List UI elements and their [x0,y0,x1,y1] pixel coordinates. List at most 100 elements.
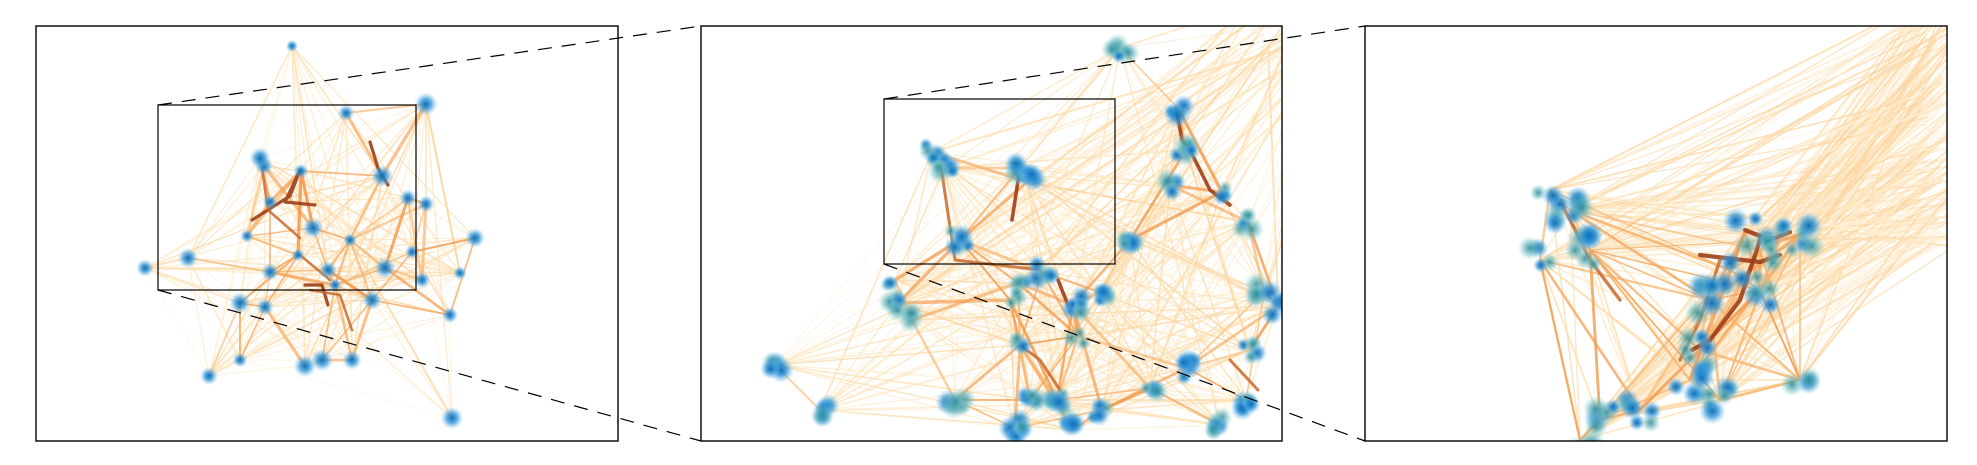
edge-light [208,201,271,377]
network-node [1760,294,1781,315]
network-node [949,224,974,249]
edge-light [1099,291,1151,389]
edge-light [1101,221,1249,411]
edge-medium [1056,387,1151,401]
edge-light [1689,243,1941,381]
edge-light [144,254,299,269]
network-node [293,163,309,179]
network-node [1698,289,1726,317]
edge-light [407,197,451,316]
edge-medium [1588,249,1602,421]
network-node [1688,365,1715,392]
edge-light [1019,221,1249,346]
edge-light [269,271,353,361]
edge-light [239,267,386,361]
overview-nodes [136,39,486,430]
edge-strong-secondary [938,158,1042,272]
edge-light [239,314,451,361]
edge-medium [1569,208,1731,272]
edge-light [407,103,427,199]
edge-light [1026,33,1265,183]
edge-light [187,103,427,259]
edge-medium [239,306,266,361]
edge-light [187,165,265,259]
network-node [1640,412,1661,433]
edge-light [1759,109,1922,291]
edge-light [931,47,1121,153]
network-node [464,227,486,249]
edge-medium [371,299,451,316]
network-node [1567,193,1596,222]
network-node [293,354,317,378]
edge-light [384,203,427,269]
edge-light [187,45,293,259]
edge-medium [1129,190,1223,242]
edge-light [297,237,476,256]
edge-light [269,271,423,281]
edge-light [1689,175,1934,381]
edge-light [1719,223,1944,401]
edge-light [1077,26,1282,337]
network-node [1666,377,1686,397]
edge-light [897,68,1282,304]
edge-light [1549,189,1947,200]
edge-light [449,314,453,419]
network-node [1676,340,1695,359]
edge-light [1009,31,1282,301]
edge-light [1099,291,1151,389]
edge-light [774,364,1221,426]
edge-light [1026,181,1171,186]
edge-light [1026,181,1101,293]
edge-light [1056,71,1282,401]
edge-light [774,364,1016,429]
connector-1-bottom [157,289,702,442]
edge-light [819,48,1282,411]
edge-light [1549,26,1920,191]
network-node [285,39,299,53]
edge-strong-secondary [260,166,302,240]
edge-light [1719,250,1947,401]
network-node [1794,211,1823,240]
edge-light [187,257,210,377]
edge-light [819,409,1016,429]
network-node [1241,394,1261,414]
edge-light [1569,170,1935,211]
edge-light [1041,28,1224,273]
edge-light [1539,100,1923,261]
edge-light [264,197,409,308]
network-node [1164,102,1191,129]
edge-light [144,267,353,361]
edge-strong-secondary [308,288,354,332]
edge-light [819,367,1187,411]
network-node [1700,385,1719,403]
edge-light [1549,26,1909,191]
edge-light [1029,107,1179,401]
edge-light [1759,235,1927,291]
network-node [1532,257,1549,273]
edge-light [1539,80,1947,261]
edge-light [1101,109,1282,411]
zoom2-nodes [1517,183,1825,441]
edge-light [774,167,945,366]
edge-light [1276,290,1282,307]
overview-frame [35,25,619,442]
network-node [1541,184,1565,207]
network-node [441,306,459,324]
network-node [291,248,305,262]
network-node [1243,335,1261,353]
edge-light [1569,198,1947,211]
network-node [440,406,464,430]
edge-light [187,257,323,361]
edge-light [1019,107,1179,169]
connector-2-top [883,25,1366,100]
zoom2-frame [1364,25,1948,442]
edge-light [819,304,1074,411]
edge-light [1569,116,1928,211]
edge-light [1569,31,1926,211]
edge-light [1589,26,1911,251]
network-node [1240,206,1258,224]
edge-light [774,181,1028,366]
edge-light [1569,184,1921,212]
edge-light [1759,136,1926,291]
edge-medium [187,257,271,273]
